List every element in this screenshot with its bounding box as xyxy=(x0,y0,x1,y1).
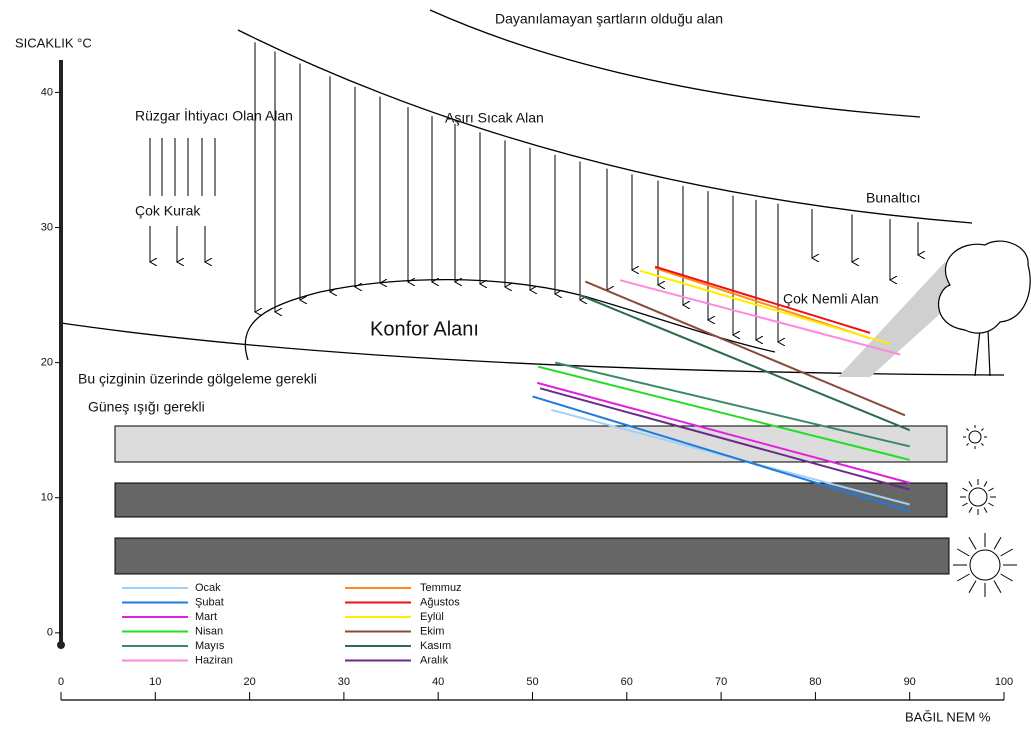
sun-ray xyxy=(967,429,969,431)
x-tick-label: 60 xyxy=(621,676,633,688)
sun-ray xyxy=(967,443,969,445)
y-tick-label: 40 xyxy=(41,86,53,98)
legend-label: Temmuz xyxy=(420,582,462,594)
sun xyxy=(969,431,981,443)
curve xyxy=(238,30,972,223)
sun-ray xyxy=(981,443,983,445)
x-axis-label: BAĞIL NEM % xyxy=(905,709,991,724)
x-tick-label: 100 xyxy=(995,676,1013,688)
annotation: Bu çizginin üzerinde gölgeleme gerekli xyxy=(78,371,317,387)
sun-ray xyxy=(969,537,976,549)
sun-ray xyxy=(969,507,972,512)
annotation: Çok Nemli Alan xyxy=(783,291,879,307)
x-tick-label: 50 xyxy=(526,676,538,688)
y-tick-label: 20 xyxy=(41,357,53,369)
y-axis-end xyxy=(57,641,65,649)
x-tick-label: 80 xyxy=(809,676,821,688)
sun-ray xyxy=(969,581,976,593)
annotation: Çok Kurak xyxy=(135,203,201,219)
sun-ray xyxy=(1001,574,1013,581)
legend-label: Ağustos xyxy=(420,596,460,608)
sun-ray xyxy=(957,549,969,556)
x-tick-label: 90 xyxy=(904,676,916,688)
x-tick-label: 10 xyxy=(149,676,161,688)
sun xyxy=(970,550,1000,580)
band xyxy=(115,426,947,462)
legend-label: Ekim xyxy=(420,625,444,637)
annotation: Aşırı Sıcak Alan xyxy=(445,110,544,126)
legend-label: Mayıs xyxy=(195,640,225,652)
sun-ray xyxy=(1001,549,1013,556)
sun-ray xyxy=(969,481,972,486)
annotation: Dayanılamayan şartların olduğu alan xyxy=(495,11,723,27)
x-tick-label: 30 xyxy=(338,676,350,688)
sun-ray xyxy=(962,488,967,491)
y-tick-label: 30 xyxy=(41,221,53,233)
sun xyxy=(969,488,987,506)
x-tick-label: 70 xyxy=(715,676,727,688)
chart: SICAKLIK °C BAĞIL NEM % Dayanılamayan şa… xyxy=(0,0,1031,733)
annotation: Bunaltıcı xyxy=(866,190,920,206)
legend-label: Kasım xyxy=(420,640,451,652)
legend-label: Ocak xyxy=(195,582,221,594)
x-tick-label: 20 xyxy=(243,676,255,688)
sun-ray xyxy=(994,581,1001,593)
legend-label: Eylül xyxy=(420,611,444,623)
annotation: Güneş ışığı gerekli xyxy=(88,399,205,415)
sun-ray xyxy=(984,507,987,512)
legend-label: Mart xyxy=(195,611,217,623)
band xyxy=(115,483,947,517)
sun-ray xyxy=(957,574,969,581)
legend-label: Şubat xyxy=(195,596,224,608)
band xyxy=(115,538,949,574)
sun-ray xyxy=(984,481,987,486)
sun-ray xyxy=(988,488,993,491)
legend-label: Haziran xyxy=(195,654,233,666)
curve xyxy=(245,280,775,360)
sun-ray xyxy=(988,503,993,506)
month-line xyxy=(640,271,890,344)
annotation: Konfor Alanı xyxy=(370,318,479,340)
x-tick-label: 40 xyxy=(432,676,444,688)
y-tick-label: 10 xyxy=(41,492,53,504)
tree-crown xyxy=(939,241,1031,333)
legend-label: Aralık xyxy=(420,654,449,666)
sun-ray xyxy=(962,503,967,506)
sun-ray xyxy=(994,537,1001,549)
annotation: Rüzgar İhtiyacı Olan Alan xyxy=(135,107,293,124)
legend-label: Nisan xyxy=(195,625,223,637)
x-tick-label: 0 xyxy=(58,676,64,688)
sun-ray xyxy=(981,429,983,431)
y-tick-label: 0 xyxy=(47,627,53,639)
y-axis-label: SICAKLIK °C xyxy=(15,35,92,50)
